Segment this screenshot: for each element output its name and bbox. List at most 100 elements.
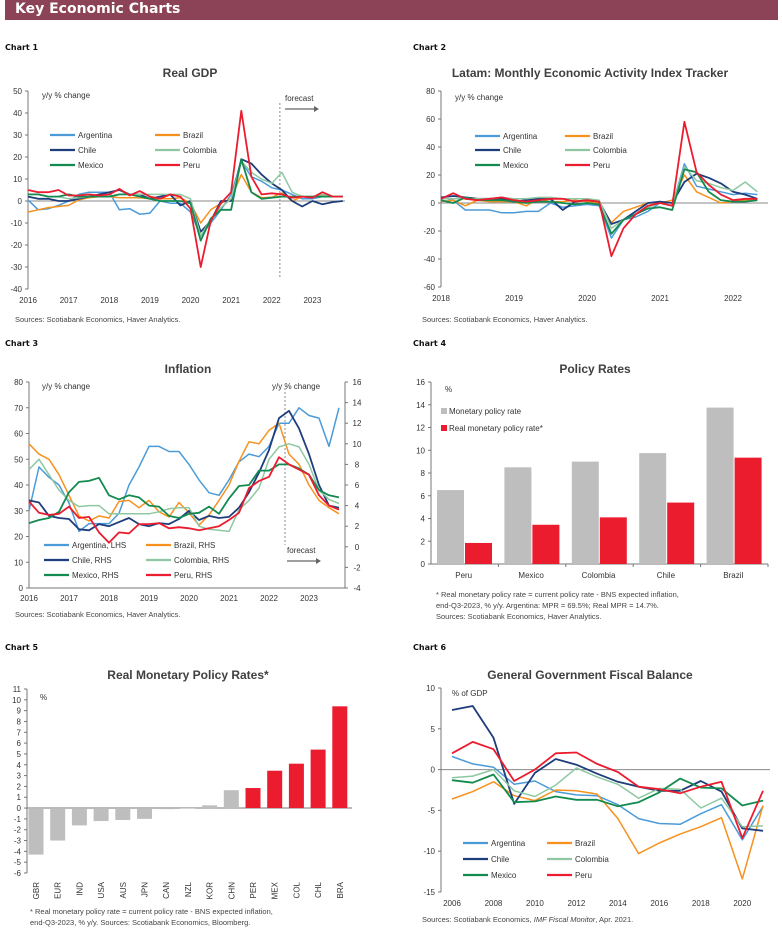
y-tick-label: -15 [423, 888, 435, 897]
x-category-label: PER [249, 882, 258, 899]
bar-jpn [137, 808, 152, 819]
right-y-tick-label: 10 [353, 440, 362, 449]
x-category-label: Colombia [582, 571, 616, 580]
sources-part: IMF Fiscal Monitor [534, 915, 596, 924]
x-category-label: IND [75, 882, 84, 896]
y-tick-label: -40 [10, 285, 22, 294]
x-category-label: CHN [227, 882, 236, 900]
x-tick-label: 2012 [568, 899, 586, 908]
right-y-tick-label: -4 [353, 584, 361, 593]
sources-note: Sources: Scotiabank Economics, Haver Ana… [15, 610, 181, 619]
chart-title: Policy Rates [559, 362, 631, 376]
x-tick-label: 2022 [263, 296, 281, 305]
legend-swatch [441, 425, 447, 431]
series-line-mexico [451, 773, 764, 808]
y-tick-label: 2 [421, 537, 426, 546]
chart-2: Latam: Monthly Economic Activity Index T… [422, 66, 768, 324]
y-tick-label: 8 [17, 717, 22, 726]
bar-gbr [28, 808, 44, 855]
legend-label: Chile [491, 855, 510, 864]
series-line-argentina [451, 755, 764, 841]
x-tick-label: 2023 [300, 594, 318, 603]
y-tick-label: 0 [421, 560, 426, 569]
right-y-tick-label: 6 [355, 481, 360, 490]
y-axis-unit-label: % [40, 693, 47, 702]
x-tick-label: 2008 [485, 899, 503, 908]
sources-note: Sources: Scotiabank Economics, Haver Ana… [15, 315, 181, 324]
legend-label: Argentina [78, 131, 113, 140]
chart-4-label: Chart 4 [413, 339, 447, 348]
x-category-label: CHL [314, 881, 323, 898]
x-category-label: Chile [657, 571, 676, 580]
y-tick-label: 60 [14, 430, 23, 439]
chart-6-label: Chart 6 [413, 643, 447, 652]
bar-mexico-real-rate [532, 524, 560, 564]
x-category-label: Brazil [723, 571, 743, 580]
x-tick-label: 2006 [443, 899, 461, 908]
legend-label: Real monetary policy rate* [449, 424, 543, 433]
right-y-tick-label: -2 [353, 563, 361, 572]
y-tick-label: 6 [17, 739, 22, 748]
bar-peru-real-rate [465, 542, 492, 564]
chart-4: Policy Rates% 0 2 4 6 8 10 12 14 16 Peru Mexico Colo… [416, 362, 769, 621]
x-tick-label: 2010 [526, 899, 544, 908]
bar-usa [93, 808, 109, 822]
bar-chn [223, 790, 239, 809]
y-tick-label: 10 [13, 175, 22, 184]
series-line-brazil [451, 781, 764, 880]
legend-label: Brazil [593, 132, 613, 141]
y-tick-label: 40 [426, 143, 435, 152]
y-tick-label: -1 [14, 815, 22, 824]
x-tick-label: 2019 [140, 594, 158, 603]
y-tick-label: 0 [18, 197, 23, 206]
chart-title: General Government Fiscal Balance [487, 668, 693, 682]
legend-label: Mexico [503, 161, 529, 170]
y-tick-label: 16 [416, 378, 425, 387]
sources-part: Sources: Scotiabank Economics, [422, 915, 534, 924]
x-tick-label: 2021 [222, 296, 240, 305]
series-line-colombia [28, 443, 340, 533]
chart-title: Real GDP [163, 66, 218, 80]
y-tick-label: -5 [428, 806, 436, 815]
legend-label: Peru [183, 161, 200, 170]
series-line-chile [28, 409, 340, 532]
legend-label: Colombia [183, 146, 217, 155]
y-axis-unit-label: y/y % change [42, 382, 91, 391]
x-tick-label: 2019 [505, 294, 523, 303]
chart-1: Real GDP y/y % change -40 -30 -20 -10 0 10 20 30 4… [10, 66, 345, 324]
y-tick-label: 4 [17, 761, 22, 770]
right-y-tick-label: 0 [355, 543, 360, 552]
x-category-label: Peru [455, 571, 472, 580]
y-tick-label: -5 [14, 858, 22, 867]
bar-brazil-real-rate [734, 457, 762, 564]
y-tick-label: -30 [10, 263, 22, 272]
y-tick-label: 20 [13, 153, 22, 162]
x-category-label: AUS [119, 882, 128, 898]
right-y-tick-label: 12 [353, 419, 362, 428]
bar-kor [202, 805, 218, 809]
chart-2-label: Chart 2 [413, 43, 447, 52]
y-tick-label: 12 [416, 424, 425, 433]
x-category-label: EUR [54, 882, 63, 899]
x-category-label: GBR [32, 882, 41, 900]
legend-label: Brazil, RHS [174, 541, 215, 550]
y-tick-label: 9 [17, 707, 22, 716]
y-axis-unit-label: % [445, 385, 452, 394]
legend-swatch [441, 408, 447, 414]
x-tick-label: 2020 [182, 296, 200, 305]
bar-peru-policy-rate [437, 490, 464, 564]
series-line-brazil [28, 422, 340, 526]
y-tick-label: 1 [17, 793, 22, 802]
y-tick-label: -3 [14, 837, 22, 846]
footnote: end-Q3-2023, % y/y. Argentina: MPR = 69.… [436, 601, 659, 610]
y-tick-label: 60 [426, 115, 435, 124]
series-line-chile [451, 705, 764, 832]
y-tick-label: -4 [14, 847, 22, 856]
right-y-tick-label: 2 [355, 522, 360, 531]
footnote: * Real monetary policy rate = current po… [436, 590, 679, 599]
chart-5-label: Chart 5 [5, 643, 39, 652]
x-category-label: BRA [336, 881, 345, 898]
legend-label: Mexico, RHS [72, 571, 119, 580]
chart-1-label: Chart 1 [5, 43, 39, 52]
